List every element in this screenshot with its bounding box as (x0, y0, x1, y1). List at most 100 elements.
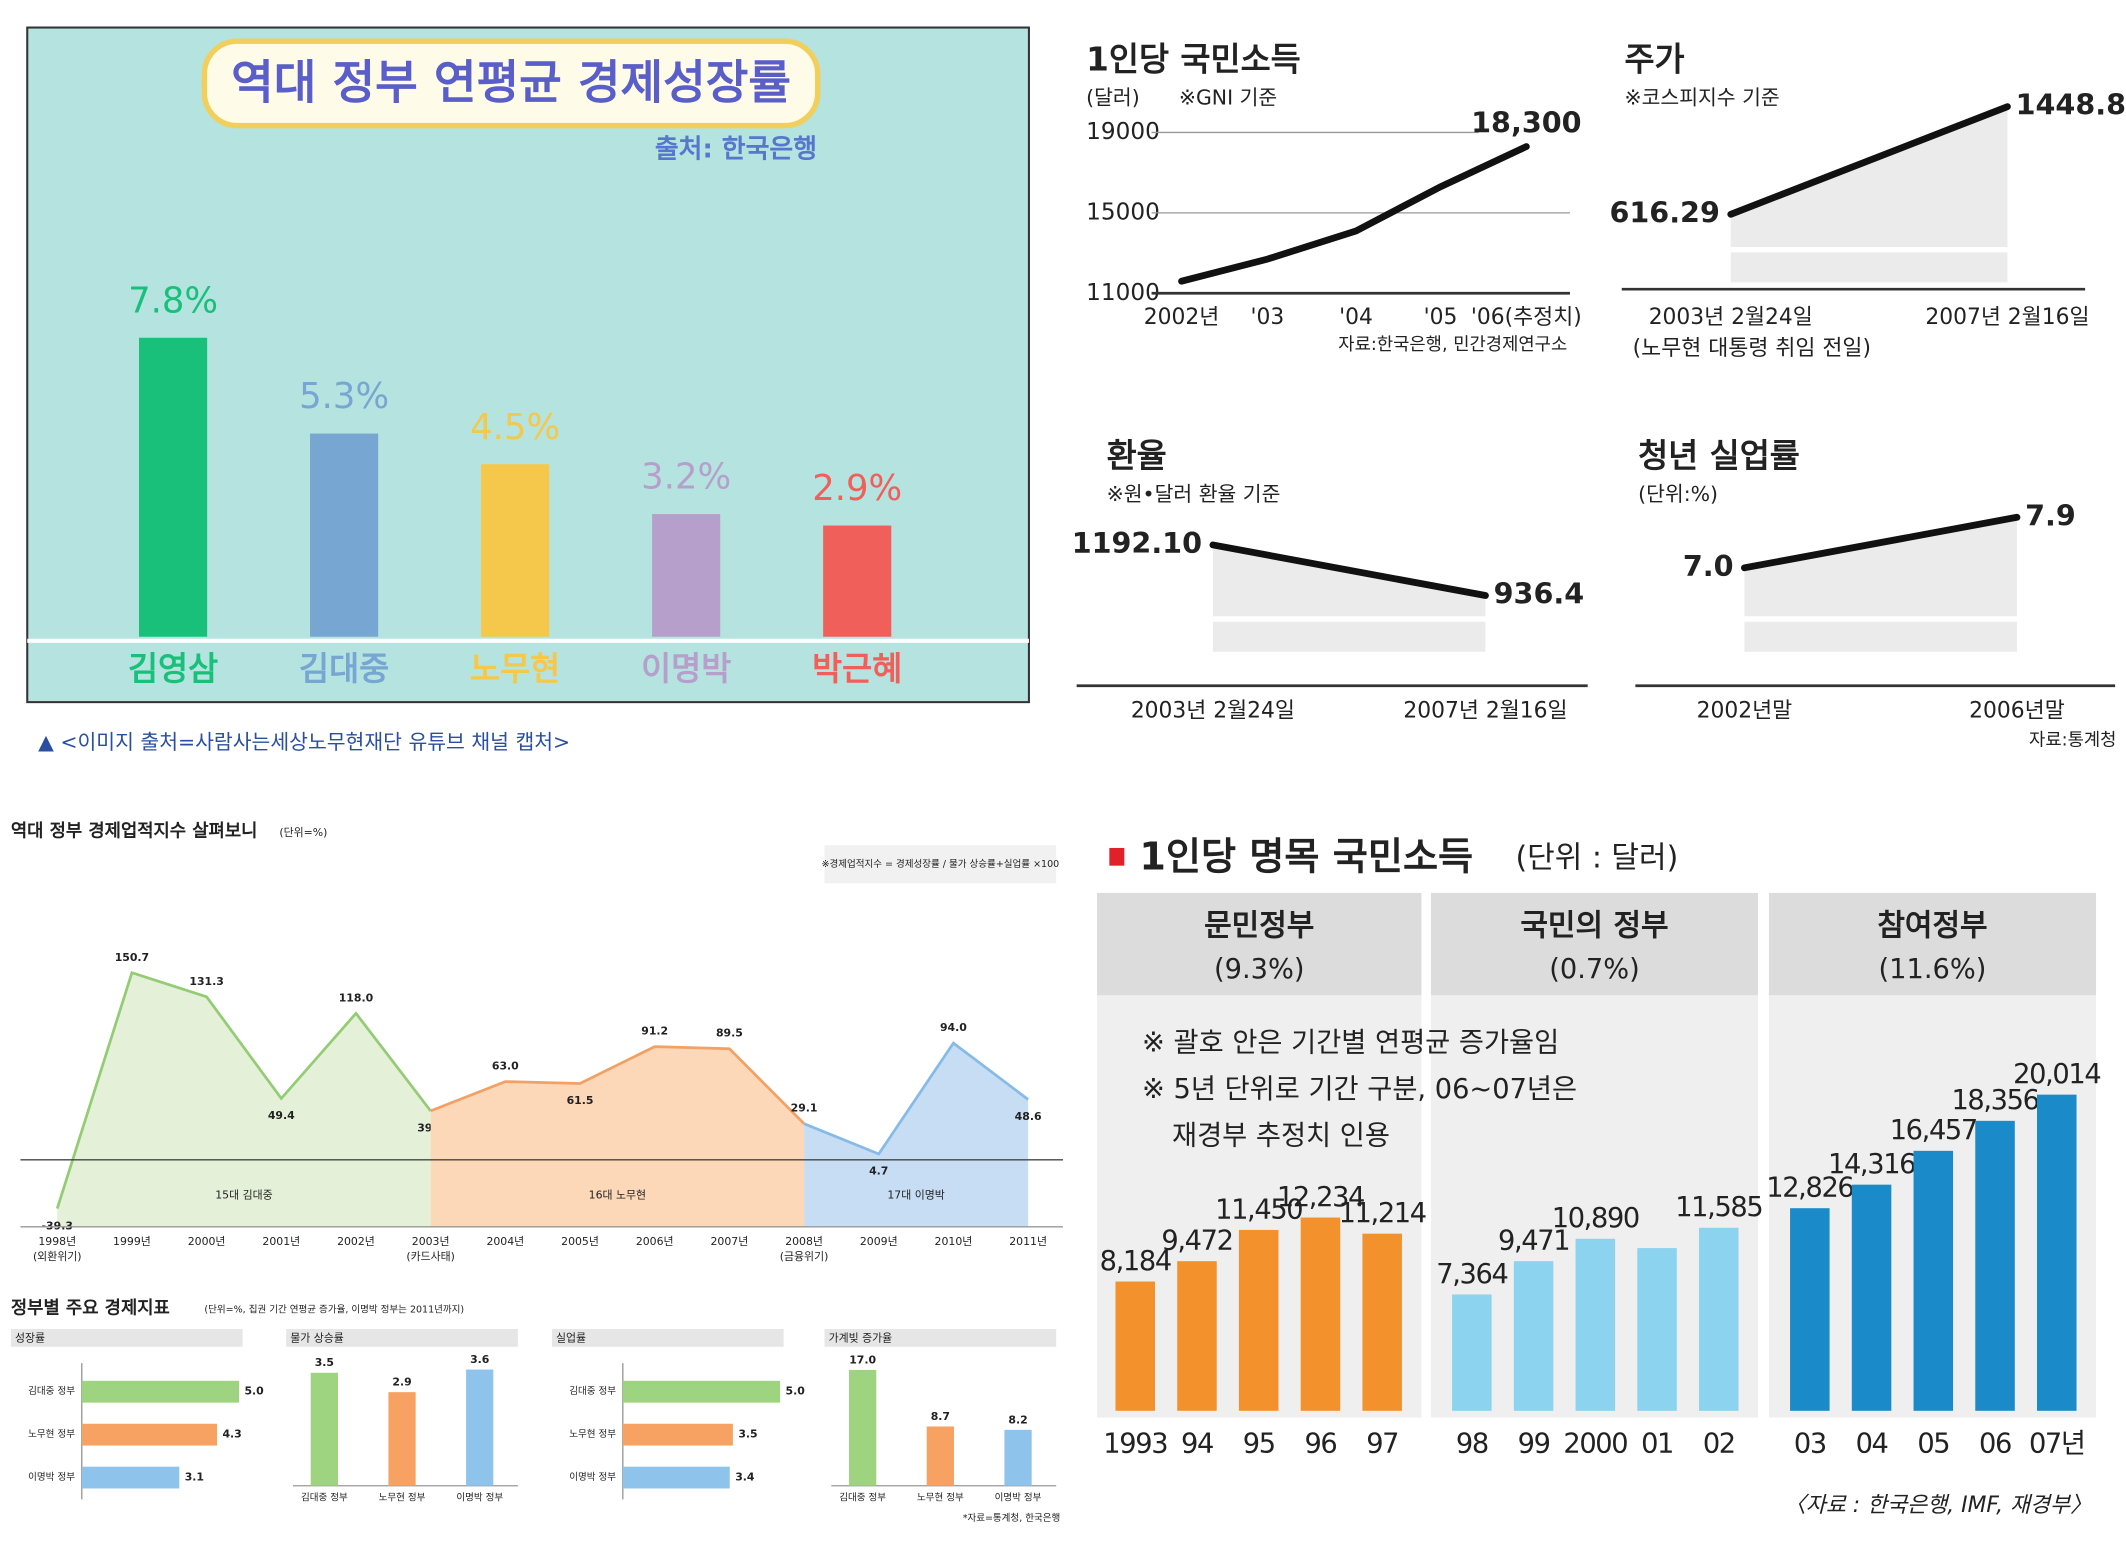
category-label: 99 (1518, 1428, 1550, 1459)
bar (81, 1380, 240, 1403)
x-tick-label: 1999년 (113, 1235, 151, 1248)
x-tick-label: 1998년 (38, 1235, 76, 1248)
formula-box (824, 845, 1057, 884)
bar (926, 1426, 954, 1486)
value-label: 3.2% (641, 457, 731, 498)
category-label: 노무현 정부 (379, 1493, 426, 1504)
area (1730, 106, 2008, 283)
note: ※ 5년 단위로 기간 구분, 06~07년은 (1142, 1074, 1577, 1105)
category-label: 이명박 (641, 650, 731, 688)
bar (1637, 1248, 1677, 1411)
x-tick-label: 2007년 2월16일 (1925, 305, 2089, 330)
value-label: 9,472 (1161, 1226, 1232, 1257)
panel-header (286, 1329, 518, 1347)
value-label: 1448.81 (2016, 88, 2126, 122)
category-label: 03 (1794, 1428, 1826, 1459)
value-label: 10,890 (1552, 1203, 1639, 1234)
bar (466, 1369, 494, 1486)
chart-title: 성장률 (15, 1332, 45, 1345)
group-header (1430, 892, 1759, 996)
value-label: 20,014 (2013, 1059, 2100, 1090)
group-name: 참여정부 (1877, 908, 1987, 943)
value-label: 4.5% (470, 407, 560, 448)
category-label: 95 (1243, 1428, 1275, 1459)
x-tick-label: 2010년 (935, 1235, 973, 1248)
bar (481, 464, 550, 637)
x-tick-label: '06(추정치) (1471, 305, 1582, 330)
value-label: 4.7 (869, 1165, 888, 1178)
x-tick-label: 2001년 (262, 1235, 300, 1248)
value-label: 18,356 (1951, 1085, 2038, 1116)
bar (652, 514, 721, 637)
value-label: 8.7 (931, 1410, 950, 1423)
value-label: 16,457 (1890, 1115, 1977, 1146)
value-label: 2.9% (812, 468, 902, 509)
category-label: 김대중 (299, 650, 389, 688)
title-box (201, 38, 821, 129)
area (1212, 544, 1486, 652)
y-tick-label: 19000 (1086, 119, 1160, 145)
x-tick-label: 2000년 (188, 1235, 226, 1248)
group-rate: (11.6%) (1879, 954, 1987, 985)
line (1178, 143, 1530, 285)
bar (622, 1423, 733, 1446)
bar (1115, 1281, 1155, 1411)
bar (1699, 1227, 1739, 1411)
category-label: 김대중 정부 (301, 1492, 348, 1504)
value-label: 8,184 (1100, 1246, 1171, 1277)
formula: ※경제업적지수 = 경제성장률 / 물가 상승률+실업률 ×100 (821, 858, 1059, 870)
value-label: 616.29 (1609, 195, 1719, 229)
x-note: (노무현 대통령 취임 전일) (1633, 336, 1871, 361)
line (1741, 513, 2021, 572)
value-label: 5.0 (244, 1385, 264, 1398)
bar (1362, 1233, 1402, 1411)
category-label: 김영삼 (128, 650, 218, 688)
value-label: 61.5 (567, 1094, 594, 1107)
line (55, 971, 432, 1209)
chart-title: 1인당 명목 국민소득 (1139, 834, 1473, 878)
group-name: 문민정부 (1204, 908, 1314, 943)
category-label: 1993 (1103, 1428, 1167, 1459)
chart-subtitle: ※원•달러 환율 기준 (1107, 482, 1281, 506)
category-label: 노무현 정부 (917, 1493, 964, 1504)
value-label: 12,826 (1766, 1173, 1853, 1204)
category-label: 노무현 정부 (28, 1429, 75, 1440)
x-tick-label: '05 (1424, 305, 1458, 330)
area (804, 1043, 1029, 1227)
bar (1452, 1294, 1492, 1411)
category-label: 98 (1456, 1428, 1488, 1459)
series-label: 16대 노무현 (589, 1188, 646, 1201)
chart-subtitle: (단위:%) (1638, 482, 1718, 506)
bar (1300, 1217, 1341, 1411)
caption: ▲ <이미지 출처=사람사는세상노무현재단 유튜브 채널 캡처> (38, 730, 570, 754)
category-label: 이명박 정부 (28, 1472, 75, 1483)
value-label: 91.2 (641, 1025, 668, 1038)
x-tick-label: 2004년 (486, 1235, 524, 1248)
x-tick-label: 2006년 (636, 1235, 674, 1248)
value-label: 5.3% (299, 376, 389, 417)
chart-title: 역대 정부 연평균 경제성장률 (231, 56, 791, 110)
bar (1975, 1120, 2015, 1411)
series-label: 17대 이명박 (887, 1188, 944, 1201)
category-label: 2000 (1563, 1428, 1627, 1459)
chart-title: 가계빚 증가율 (829, 1332, 893, 1345)
x-tick-label: 2005년 (561, 1235, 599, 1248)
value-label: 150.7 (115, 951, 149, 964)
category-label: 박근혜 (812, 650, 902, 688)
value-label: 1192.10 (1072, 526, 1202, 560)
x-note: (카드사태) (406, 1250, 455, 1263)
x-note: (금융위기) (780, 1250, 829, 1263)
x-tick-label: 2002년 (337, 1235, 375, 1248)
value-label: 12,234 (1277, 1182, 1364, 1213)
x-tick-label: 2009년 (860, 1235, 898, 1248)
area (430, 1046, 805, 1227)
chart-title: 1인당 국민소득 (1086, 41, 1301, 79)
line (1727, 103, 2011, 218)
x-tick-label: 2006년말 (1969, 699, 2065, 724)
value-label: 94.0 (940, 1021, 967, 1034)
category-label: 02 (1703, 1428, 1735, 1459)
x-tick-label: '03 (1251, 305, 1285, 330)
value-label: 49.4 (268, 1109, 295, 1122)
group-name: 국민의 정부 (1520, 908, 1668, 943)
